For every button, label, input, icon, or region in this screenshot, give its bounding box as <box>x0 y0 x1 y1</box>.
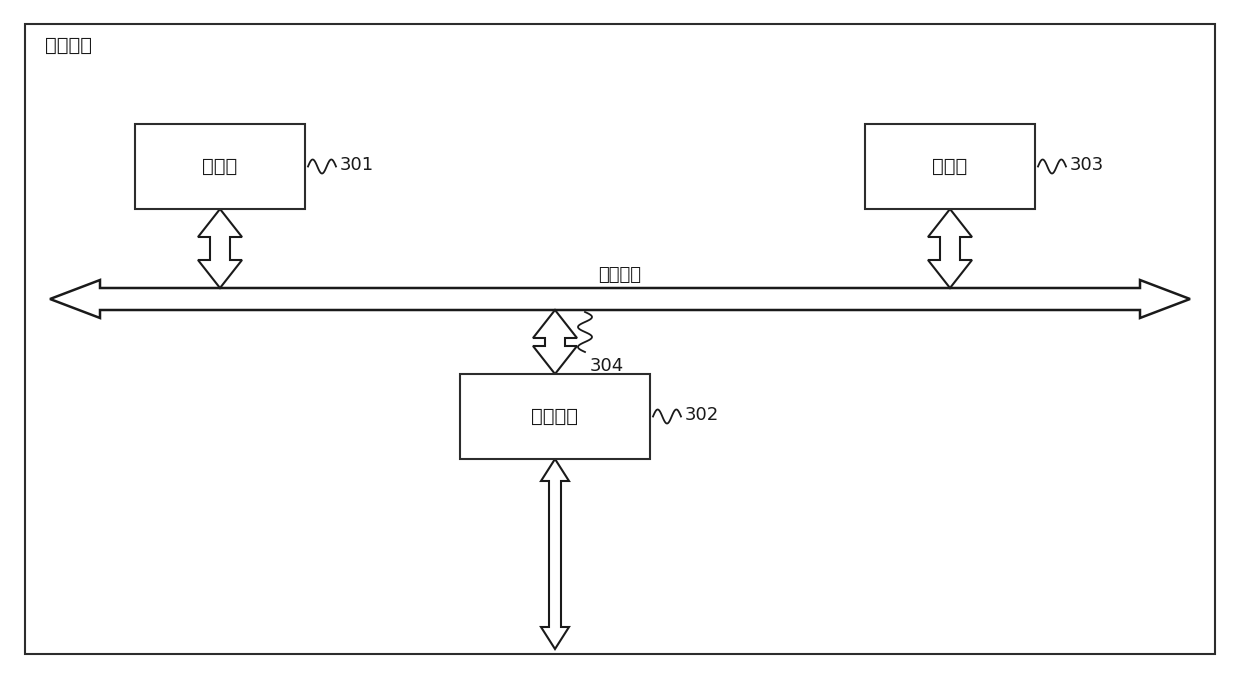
Text: 301: 301 <box>339 155 374 174</box>
Bar <box>460 374 650 459</box>
Text: 电子设备: 电子设备 <box>45 36 92 55</box>
Polygon shape <box>198 209 242 288</box>
Bar <box>135 124 305 209</box>
Polygon shape <box>541 459 569 649</box>
Text: 通信总线: 通信总线 <box>598 266 642 284</box>
Text: 处理器: 处理器 <box>202 157 238 176</box>
Polygon shape <box>50 280 1189 318</box>
Text: 304: 304 <box>590 357 624 375</box>
Text: 303: 303 <box>1070 155 1104 174</box>
Bar <box>865 124 1035 209</box>
Polygon shape <box>533 310 577 374</box>
Text: 存储器: 存储器 <box>933 157 968 176</box>
Text: 302: 302 <box>685 405 720 424</box>
Text: 通信接口: 通信接口 <box>532 407 579 426</box>
Polygon shape <box>928 209 973 288</box>
